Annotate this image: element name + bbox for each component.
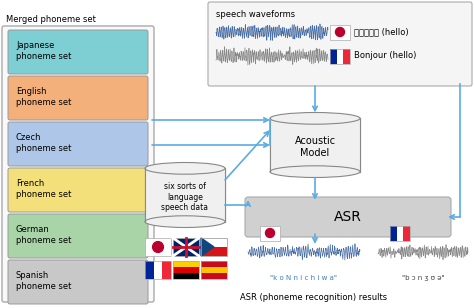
Text: speech waveforms: speech waveforms xyxy=(216,10,295,19)
Circle shape xyxy=(153,241,164,252)
Bar xyxy=(173,238,199,256)
FancyBboxPatch shape xyxy=(8,214,148,258)
Bar xyxy=(145,168,225,222)
Bar xyxy=(201,267,227,273)
Bar xyxy=(403,225,410,241)
Bar xyxy=(173,273,199,279)
Bar xyxy=(201,247,227,256)
Bar xyxy=(173,267,199,273)
Bar xyxy=(201,261,227,279)
Bar xyxy=(162,261,171,279)
Text: Merged phoneme set: Merged phoneme set xyxy=(6,15,96,24)
Circle shape xyxy=(336,27,345,37)
Text: Bonjour (hello): Bonjour (hello) xyxy=(354,51,416,60)
FancyBboxPatch shape xyxy=(8,260,148,304)
FancyBboxPatch shape xyxy=(208,2,472,86)
Bar xyxy=(390,225,397,241)
Bar xyxy=(145,168,225,222)
Text: German
phoneme set: German phoneme set xyxy=(16,225,72,245)
Ellipse shape xyxy=(270,166,360,177)
Bar xyxy=(343,48,350,63)
Bar xyxy=(173,261,199,267)
Bar xyxy=(154,261,162,279)
Text: ASR (phoneme recognition) results: ASR (phoneme recognition) results xyxy=(240,294,387,302)
Bar xyxy=(201,238,227,256)
Text: English
phoneme set: English phoneme set xyxy=(16,87,72,107)
Circle shape xyxy=(265,229,274,237)
Text: French
phoneme set: French phoneme set xyxy=(16,179,72,199)
Text: こんにちは (hello): こんにちは (hello) xyxy=(354,27,409,37)
Bar xyxy=(201,261,227,279)
FancyBboxPatch shape xyxy=(8,30,148,74)
Text: Japanese
phoneme set: Japanese phoneme set xyxy=(16,41,72,61)
Bar xyxy=(260,225,280,241)
Text: ASR: ASR xyxy=(334,210,362,224)
Bar xyxy=(145,238,171,256)
Text: Czech
phoneme set: Czech phoneme set xyxy=(16,133,72,153)
Bar xyxy=(145,261,171,279)
Polygon shape xyxy=(201,238,214,256)
Bar xyxy=(270,118,360,172)
FancyBboxPatch shape xyxy=(8,122,148,166)
Text: "k o N n i c h i w a": "k o N n i c h i w a" xyxy=(271,275,337,281)
FancyBboxPatch shape xyxy=(8,168,148,212)
Text: "b ɔ n ʒ ʊ ə": "b ɔ n ʒ ʊ ə" xyxy=(401,275,444,281)
FancyBboxPatch shape xyxy=(8,76,148,120)
Bar xyxy=(390,225,410,241)
Text: Acoustic
Model: Acoustic Model xyxy=(294,136,336,158)
Bar xyxy=(270,118,360,172)
Ellipse shape xyxy=(145,216,225,228)
Bar xyxy=(145,261,154,279)
Text: six sorts of
language
speech data: six sorts of language speech data xyxy=(162,182,209,212)
Bar xyxy=(173,261,199,279)
Bar xyxy=(330,48,350,63)
Bar xyxy=(330,25,350,39)
Ellipse shape xyxy=(270,112,360,124)
Bar xyxy=(337,48,343,63)
Text: Spanish
phoneme set: Spanish phoneme set xyxy=(16,271,72,291)
Bar xyxy=(397,225,403,241)
FancyBboxPatch shape xyxy=(245,197,451,237)
Bar xyxy=(201,238,227,256)
FancyBboxPatch shape xyxy=(2,26,154,302)
Bar xyxy=(330,48,337,63)
Ellipse shape xyxy=(145,163,225,174)
